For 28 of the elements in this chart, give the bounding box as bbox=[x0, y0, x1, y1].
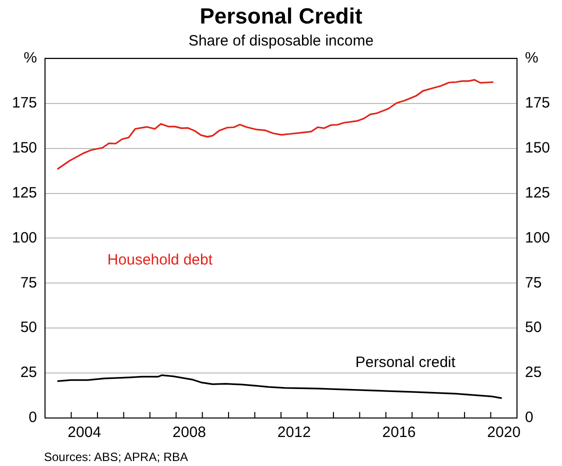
y2-tick-label: 150 bbox=[524, 139, 550, 156]
y2-tick-label: % bbox=[524, 50, 538, 67]
x-tick-label: 2008 bbox=[172, 424, 206, 442]
y-tick-label: 175 bbox=[12, 94, 38, 112]
x-tick-label: 2004 bbox=[68, 424, 102, 442]
chart-subtitle: Share of disposable income bbox=[188, 32, 374, 50]
y-tick-label: 50 bbox=[20, 319, 38, 336]
x-tick-label: 2012 bbox=[277, 424, 311, 442]
chart-title: Personal Credit bbox=[200, 3, 363, 28]
y-tick-label: 75 bbox=[20, 274, 38, 292]
y-tick-label: 150 bbox=[12, 139, 38, 156]
x-tick-label: 2020 bbox=[487, 424, 521, 442]
y-tick-label: 100 bbox=[12, 229, 38, 246]
y2-tick-label: 50 bbox=[524, 319, 542, 336]
y2-tick-label: 100 bbox=[524, 229, 550, 246]
y-tick-label: 125 bbox=[12, 184, 38, 202]
text: Household debt bbox=[107, 252, 214, 269]
y2-tick-label: 75 bbox=[524, 274, 542, 292]
y-tick-label: 0 bbox=[28, 409, 38, 426]
y2-tick-label: 175 bbox=[524, 94, 550, 112]
x-tick-label: 2016 bbox=[382, 424, 416, 442]
y-tick-label: 25 bbox=[20, 364, 38, 382]
source-note: Sources: ABS; APRA; RBA bbox=[44, 450, 188, 464]
series-label: Personal credit bbox=[355, 354, 456, 371]
y-tick-label: % bbox=[24, 50, 38, 67]
y2-tick-label: 25 bbox=[524, 364, 542, 382]
y2-tick-label: 0 bbox=[524, 409, 534, 426]
y2-tick-label: 125 bbox=[524, 184, 550, 202]
